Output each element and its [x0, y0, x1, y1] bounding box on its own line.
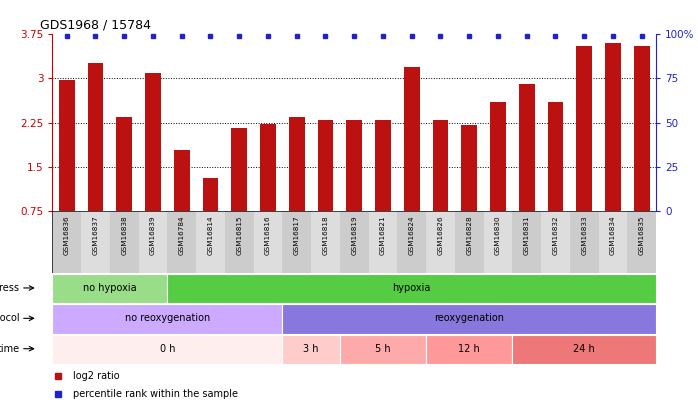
Text: GSM16817: GSM16817	[294, 215, 299, 255]
Text: no hypoxia: no hypoxia	[83, 283, 137, 293]
Bar	[340, 211, 369, 273]
Bar	[311, 211, 340, 273]
Bar	[260, 124, 276, 211]
Bar	[605, 43, 621, 211]
Bar	[202, 178, 218, 211]
Bar	[168, 211, 196, 273]
Bar	[484, 211, 512, 273]
Text: GSM16833: GSM16833	[581, 215, 587, 255]
Text: GSM16814: GSM16814	[207, 215, 214, 255]
Text: 3 h: 3 h	[304, 344, 319, 354]
Bar	[52, 305, 283, 334]
Bar	[404, 67, 419, 211]
Text: GSM16818: GSM16818	[322, 215, 329, 255]
Text: time: time	[0, 344, 20, 354]
Bar	[369, 211, 397, 273]
Bar	[225, 211, 253, 273]
Text: GSM16832: GSM16832	[553, 215, 558, 255]
Text: GSM16824: GSM16824	[409, 215, 415, 255]
Bar	[397, 211, 426, 273]
Text: GSM16834: GSM16834	[610, 215, 616, 255]
Bar	[426, 211, 455, 273]
Text: GSM16837: GSM16837	[92, 215, 98, 255]
Bar	[433, 119, 448, 211]
Bar	[461, 126, 477, 211]
Bar	[59, 80, 75, 211]
Bar	[87, 63, 103, 211]
Text: reoxygenation: reoxygenation	[434, 313, 504, 323]
Text: GSM16819: GSM16819	[351, 215, 357, 255]
Bar	[283, 305, 656, 334]
Text: log2 ratio: log2 ratio	[73, 371, 120, 381]
Text: GSM16835: GSM16835	[639, 215, 645, 255]
Text: 5 h: 5 h	[375, 344, 391, 354]
Text: protocol: protocol	[0, 313, 20, 323]
Bar	[577, 46, 592, 211]
Bar	[490, 102, 506, 211]
Text: GSM16831: GSM16831	[524, 215, 530, 255]
Text: GSM16784: GSM16784	[179, 215, 185, 255]
Text: no reoxygenation: no reoxygenation	[125, 313, 210, 323]
Bar	[512, 335, 656, 364]
Text: GSM16838: GSM16838	[121, 215, 127, 255]
Bar	[110, 211, 139, 273]
Bar	[375, 119, 391, 211]
Bar	[283, 335, 340, 364]
Bar	[168, 274, 656, 303]
Text: 24 h: 24 h	[573, 344, 595, 354]
Bar	[139, 211, 168, 273]
Text: GSM16816: GSM16816	[265, 215, 271, 255]
Bar	[599, 211, 628, 273]
Bar	[174, 150, 190, 211]
Bar	[426, 335, 512, 364]
Text: GSM16815: GSM16815	[236, 215, 242, 255]
Text: percentile rank within the sample: percentile rank within the sample	[73, 389, 239, 399]
Bar	[52, 274, 168, 303]
Bar	[52, 335, 283, 364]
Bar	[81, 211, 110, 273]
Text: GSM16828: GSM16828	[466, 215, 473, 255]
Text: GSM16839: GSM16839	[150, 215, 156, 255]
Bar	[628, 211, 656, 273]
Bar	[52, 211, 81, 273]
Text: GDS1968 / 15784: GDS1968 / 15784	[40, 19, 151, 32]
Bar	[231, 128, 247, 211]
Bar	[340, 335, 426, 364]
Text: GSM16830: GSM16830	[495, 215, 501, 255]
Bar	[346, 119, 362, 211]
Text: GSM16821: GSM16821	[380, 215, 386, 255]
Text: hypoxia: hypoxia	[392, 283, 431, 293]
Bar	[145, 72, 161, 211]
Text: 0 h: 0 h	[160, 344, 175, 354]
Bar	[117, 117, 132, 211]
Bar	[519, 84, 535, 211]
Text: 12 h: 12 h	[459, 344, 480, 354]
Text: GSM16826: GSM16826	[438, 215, 443, 255]
Bar	[289, 117, 304, 211]
Bar	[283, 211, 311, 273]
Bar	[634, 46, 650, 211]
Text: stress: stress	[0, 283, 20, 293]
Bar	[512, 211, 541, 273]
Bar	[455, 211, 484, 273]
Bar	[548, 102, 563, 211]
Bar	[541, 211, 570, 273]
Text: GSM16836: GSM16836	[64, 215, 70, 255]
Bar	[253, 211, 283, 273]
Bar	[196, 211, 225, 273]
Bar	[318, 119, 334, 211]
Bar	[570, 211, 599, 273]
